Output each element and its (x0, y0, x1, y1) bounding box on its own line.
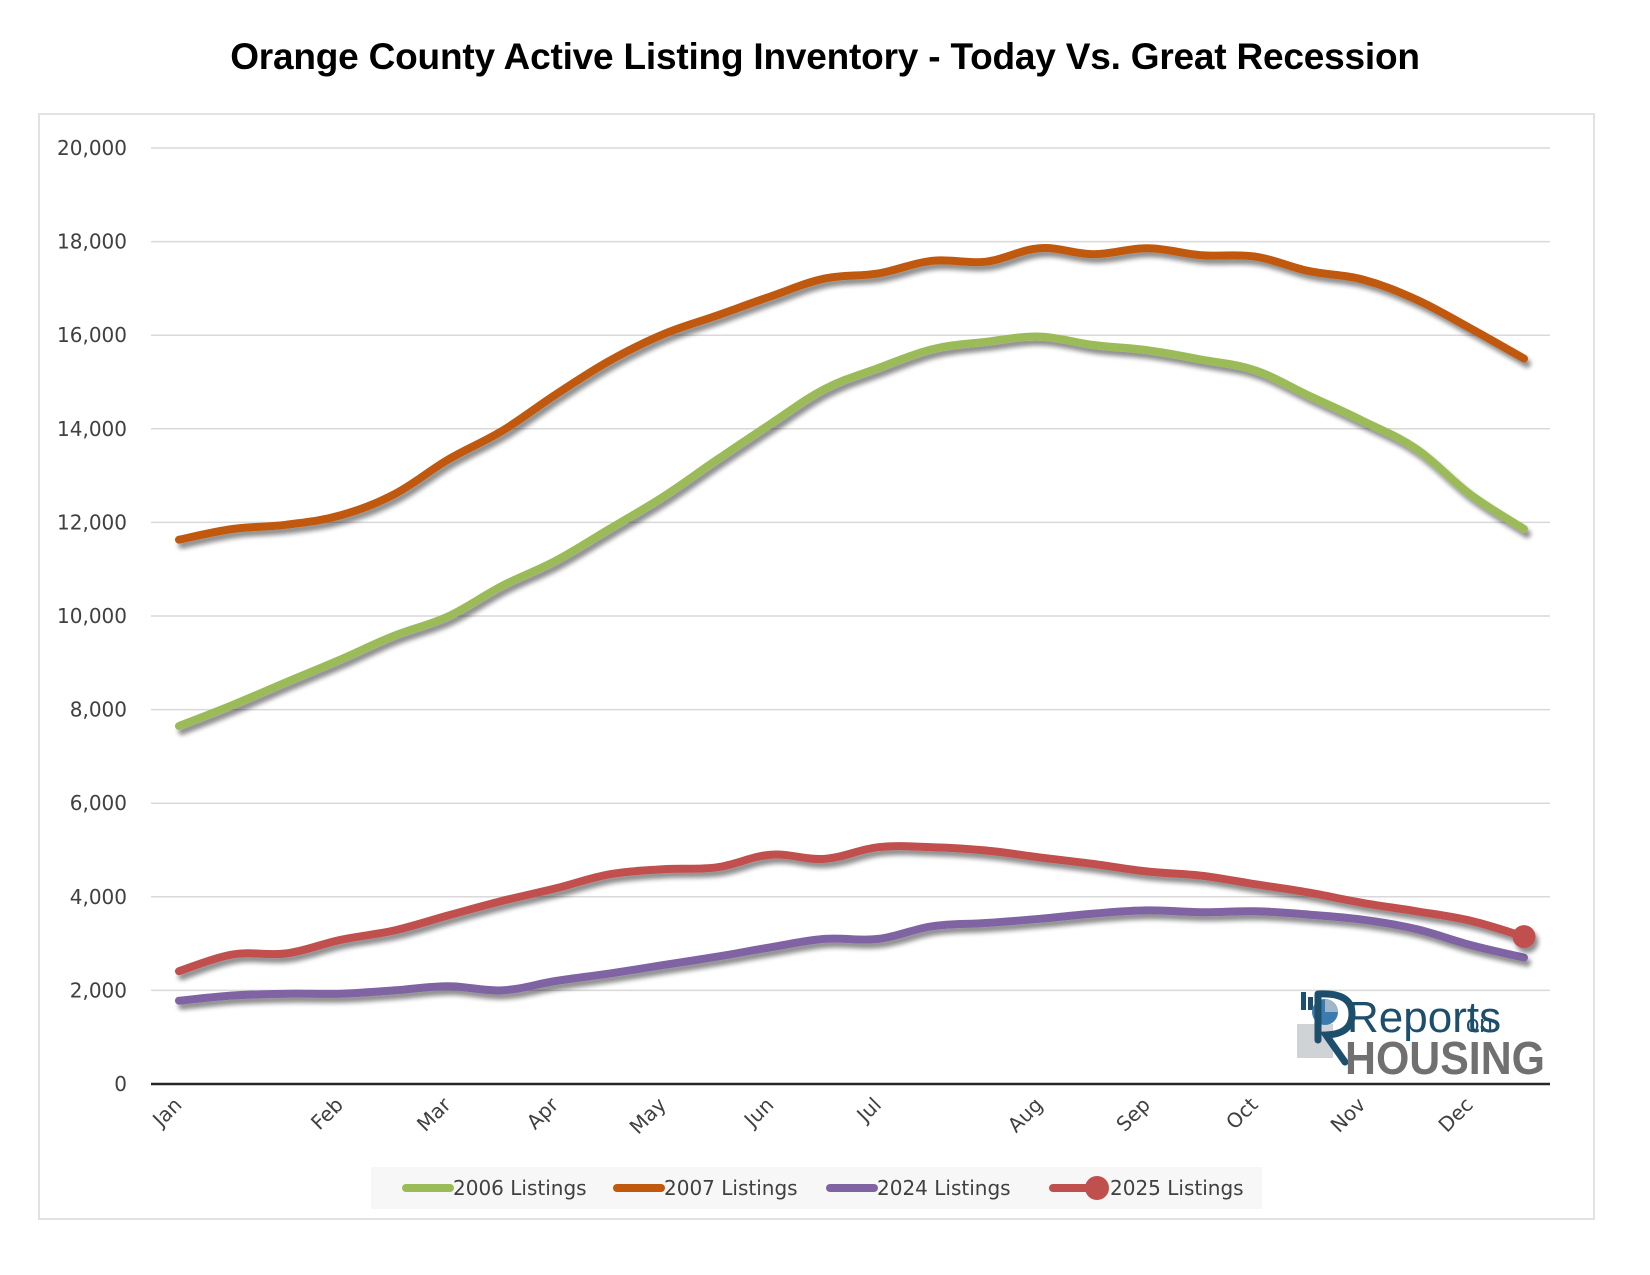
series-group (175, 244, 1536, 1005)
x-tick-label: Feb (306, 1093, 348, 1135)
logo-r-glyph (1314, 990, 1356, 1066)
x-tick-label: May (625, 1092, 671, 1138)
series-line-2024-listings (175, 906, 1528, 1005)
legend-item: 2006 Listings (402, 1176, 587, 1200)
y-tick-label: 16,000 (57, 323, 127, 347)
series-line-2025-listings (175, 842, 1528, 976)
y-tick-label: 12,000 (57, 510, 127, 534)
x-tick-label: Nov (1326, 1092, 1371, 1137)
y-tick-label: 14,000 (57, 417, 127, 441)
series-2007-listings (175, 244, 1528, 544)
series-2025-listings (175, 842, 1536, 976)
legend-label: 2025 Listings (1110, 1176, 1244, 1200)
chart-title: Orange County Active Listing Inventory -… (230, 36, 1420, 77)
legend-item: 2007 Listings (613, 1176, 798, 1200)
legend: 2006 Listings 2007 Listings 2024 Listings 2… (402, 1176, 1244, 1200)
reports-on-housing-logo: Reports on HOUSING (1297, 990, 1545, 1084)
logo-text-on: on (1466, 1011, 1493, 1038)
legend-label: 2006 Listings (453, 1176, 587, 1200)
y-tick-label: 0 (114, 1072, 127, 1096)
x-tick-label: Oct (1221, 1092, 1263, 1134)
x-tick-label: Dec (1433, 1093, 1477, 1137)
end-marker (1512, 925, 1536, 949)
legend-marker (1085, 1176, 1109, 1200)
logo-text-housing: HOUSING (1345, 1032, 1545, 1084)
logo-pie-slice (1325, 999, 1338, 1012)
x-tick-label: Jan (146, 1093, 186, 1133)
x-tick-label: Apr (522, 1092, 564, 1134)
y-tick-label: 10,000 (57, 604, 127, 628)
gridlines (151, 147, 1550, 992)
y-tick-label: 4,000 (70, 885, 127, 909)
logo-bar-2 (1308, 997, 1313, 1010)
series-line-2007-listings (175, 244, 1528, 544)
x-tick-label: Jul (850, 1093, 885, 1128)
x-tick-label: Aug (1003, 1093, 1048, 1138)
x-tick-label: Mar (412, 1092, 456, 1136)
x-axis-ticks: Jan Feb Mar Apr May Jun Jul Aug Sep Oct Nov Dec (146, 1092, 1477, 1139)
legend-label: 2007 Listings (664, 1176, 798, 1200)
logo-bar-1 (1301, 992, 1306, 1010)
series-line-2006-listings (175, 332, 1528, 730)
legend-box (371, 1167, 1262, 1209)
legend-item: 2025 Listings (1049, 1176, 1244, 1200)
legend-label: 2024 Listings (877, 1176, 1011, 1200)
legend-item: 2024 Listings (826, 1176, 1011, 1200)
y-tick-label: 8,000 (70, 698, 127, 722)
series-2006-listings (175, 332, 1528, 730)
y-axis-ticks: 0 2,000 4,000 6,000 8,000 10,000 12,000 14,000 1… (57, 136, 127, 1096)
y-tick-label: 2,000 (70, 978, 127, 1002)
y-tick-label: 18,000 (57, 230, 127, 254)
x-tick-label: Sep (1111, 1093, 1155, 1137)
y-tick-label: 6,000 (70, 791, 127, 815)
logo-text-reports: Reports (1347, 993, 1501, 1042)
x-tick-label: Jun (738, 1093, 778, 1133)
y-tick-label: 20,000 (57, 136, 127, 160)
series-2024-listings (175, 906, 1528, 1005)
